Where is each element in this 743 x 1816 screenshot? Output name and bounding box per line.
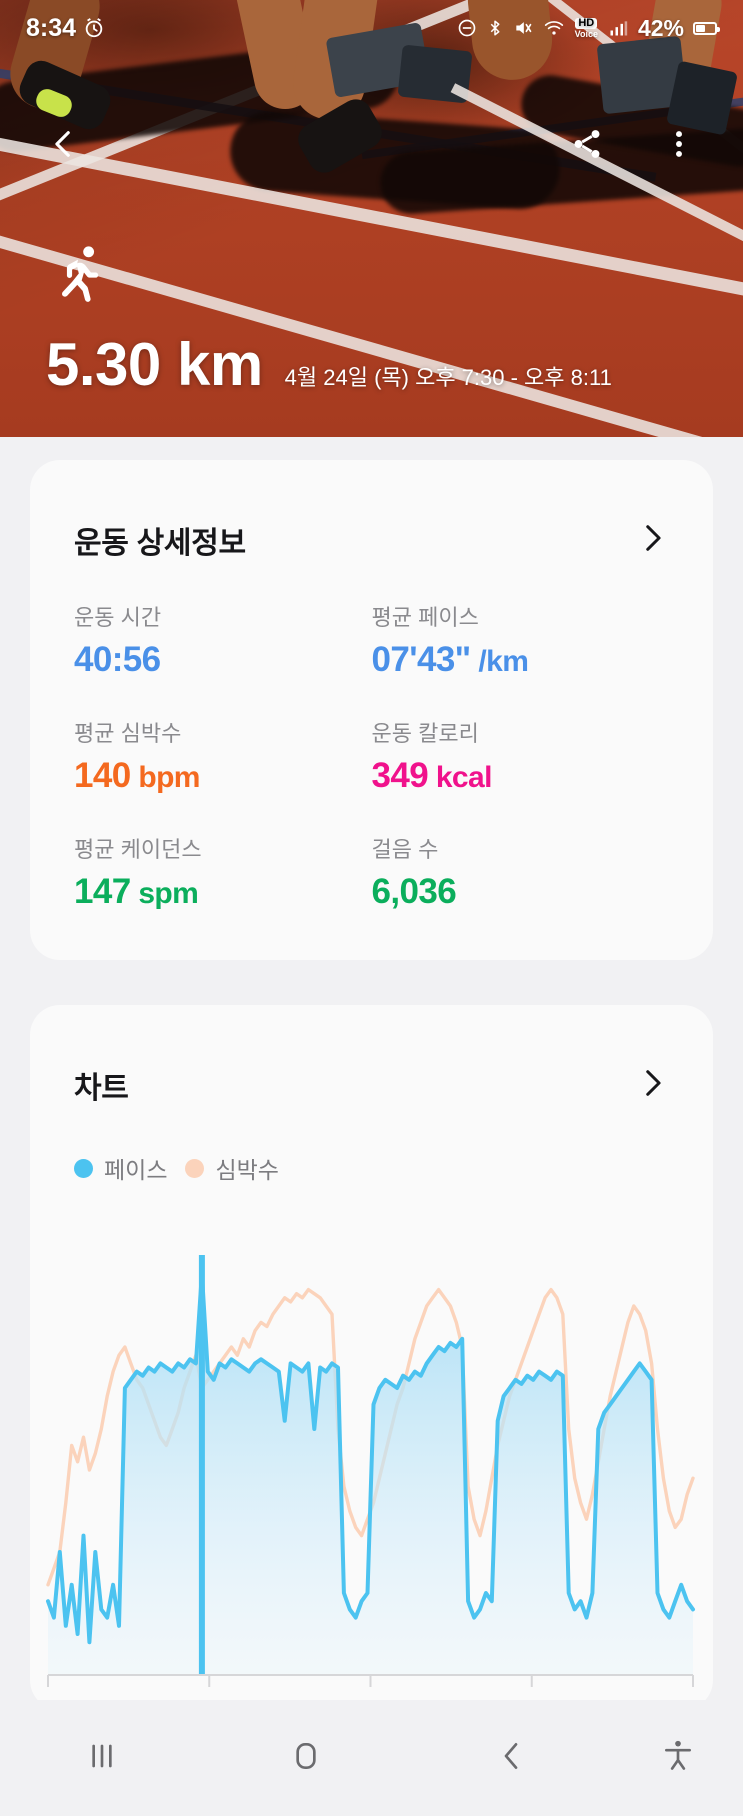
stat-number: 6,036 (371, 872, 457, 911)
legend-dot-icon (185, 1158, 205, 1178)
alarm-icon (83, 17, 105, 39)
pace-spike-marker (198, 1255, 205, 1675)
home-icon (286, 1736, 326, 1781)
hero-action-bar (0, 104, 743, 184)
battery-icon (693, 21, 720, 35)
stat-value: 07'43" /km (372, 640, 670, 680)
back-button[interactable] (409, 1736, 613, 1781)
stat-unit: bpm (130, 761, 200, 794)
stat-label: 운동 칼로리 (371, 721, 479, 746)
stat-value: 147 spm (74, 872, 372, 912)
chart-legend: 페이스 심박수 (30, 1107, 713, 1185)
stat-cell: 평균 케이던스 147 spm (74, 832, 372, 912)
back-chevron-icon[interactable] (40, 120, 88, 168)
chevron-right-icon[interactable] (635, 1066, 669, 1105)
home-button[interactable] (204, 1736, 408, 1781)
stat-number: 07'43" (371, 640, 472, 679)
chart-card-header: 차트 (30, 1005, 713, 1107)
stat-cell: 운동 시간 40:56 (74, 600, 372, 680)
status-time: 8:34 (26, 13, 77, 42)
stat-number: 140 (74, 756, 131, 795)
details-card-title: 운동 상세정보 (74, 527, 246, 560)
stat-label: 평균 케이던스 (74, 837, 202, 862)
pace-line (46, 1271, 695, 1645)
chart-svg (46, 1255, 695, 1687)
stat-unit: spm (130, 877, 199, 910)
stat-label: 평균 심박수 (74, 721, 182, 746)
android-nav-bar (0, 1700, 743, 1816)
chart-card-title: 차트 (74, 1072, 129, 1105)
recents-button[interactable] (0, 1736, 204, 1781)
chevron-right-icon[interactable] (635, 521, 669, 560)
workout-datetime: 4월 24일 (목) 오후 7:30 - 오후 8:11 (284, 365, 612, 390)
status-bar: 8:34 HD Voice 42 (0, 0, 743, 56)
wifi-icon (542, 18, 566, 38)
stat-number: 349 (371, 756, 429, 795)
stat-cell: 평균 심박수 140 bpm (74, 716, 372, 796)
stat-value: 6,036 (372, 872, 670, 912)
battery-percent: 42% (637, 14, 684, 41)
workout-details-card[interactable]: 운동 상세정보 운동 시간 40:56 평균 페이스 07'43" /km 평균 심박수… (30, 460, 713, 960)
stat-value: 40:56 (74, 640, 372, 680)
stats-grid: 운동 시간 40:56 평균 페이스 07'43" /km 평균 심박수 140 bpm 운… (30, 562, 713, 912)
stat-value: 140 bpm (74, 756, 372, 796)
chart-plot[interactable] (30, 1255, 713, 1710)
legend-label: 심박수 (215, 1157, 279, 1183)
signal-icon (607, 18, 629, 38)
stat-number: 147 (74, 872, 131, 911)
legend-label: 페이스 (104, 1157, 168, 1183)
legend-item: 심박수 (185, 1151, 279, 1185)
details-card-header: 운동 상세정보 (30, 460, 713, 562)
stat-number: 40:56 (74, 640, 161, 679)
stat-label: 평균 페이스 (371, 605, 479, 630)
recents-icon (82, 1736, 122, 1781)
stat-cell: 평균 페이스 07'43" /km (372, 600, 670, 680)
stat-value: 349 kcal (372, 756, 670, 796)
legend-item: 페이스 (74, 1151, 167, 1185)
share-icon[interactable] (563, 120, 611, 168)
stat-label: 운동 시간 (74, 605, 162, 630)
stat-unit: kcal (428, 761, 493, 794)
accessibility-button[interactable] (613, 1736, 743, 1781)
bluetooth-icon (486, 18, 504, 38)
dnd-icon (457, 18, 477, 38)
mute-icon (513, 18, 533, 38)
legend-dot-icon (74, 1158, 93, 1178)
hd-voice-icon: HD Voice (574, 16, 598, 39)
distance-value: 5.30 km (46, 331, 263, 398)
running-icon (46, 241, 612, 308)
more-vertical-icon[interactable] (655, 120, 703, 168)
hero-summary: 5.30 km 4월 24일 (목) 오후 7:30 - 오후 8:11 (46, 241, 612, 399)
stat-unit: /km (470, 645, 529, 678)
stat-label: 걸음 수 (371, 837, 439, 862)
accessibility-icon (658, 1736, 698, 1781)
chart-card[interactable]: 차트 페이스 심박수 (30, 1005, 713, 1710)
stat-cell: 걸음 수 6,036 (372, 832, 670, 912)
stat-cell: 운동 칼로리 349 kcal (372, 716, 670, 796)
back-icon (491, 1736, 531, 1781)
hero-banner: 8:34 HD Voice 42 (0, 0, 743, 437)
